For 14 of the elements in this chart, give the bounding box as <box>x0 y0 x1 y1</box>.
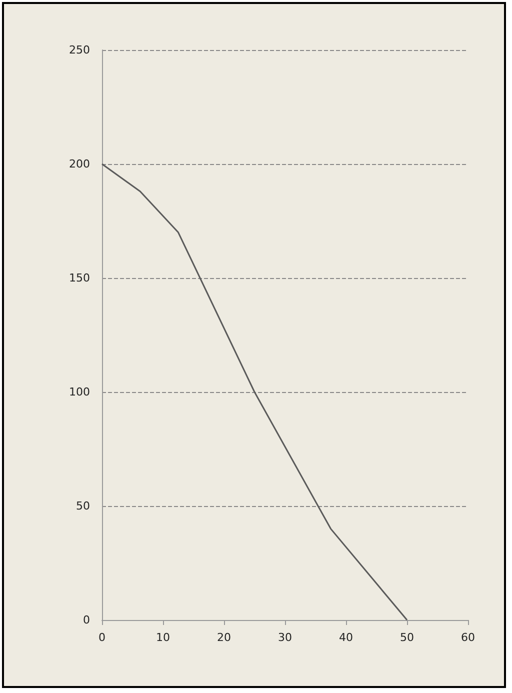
x-tick-label: 30 <box>278 631 292 644</box>
y-tick-label: 200 <box>69 158 90 170</box>
y-tick-label: 0 <box>83 614 90 626</box>
x-tick-label: 0 <box>98 631 106 644</box>
x-tick-label: 40 <box>339 631 353 644</box>
y-tick-label: 250 <box>69 44 90 56</box>
x-tick-label: 20 <box>217 631 231 644</box>
y-tick-label: 150 <box>69 272 90 284</box>
y-tick-label: 50 <box>76 500 90 512</box>
x-tick-label: 10 <box>156 631 170 644</box>
y-tick-label: 100 <box>69 386 90 398</box>
x-tick-label: 60 <box>461 631 475 644</box>
line-series <box>101 163 408 621</box>
x-tick-label: 50 <box>400 631 414 644</box>
